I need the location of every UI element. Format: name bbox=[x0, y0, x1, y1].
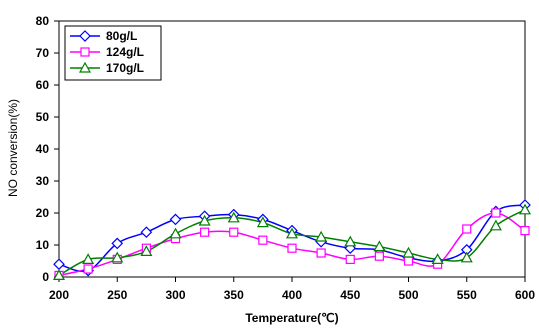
legend-label: 170g/L bbox=[106, 61, 144, 75]
legend-marker bbox=[78, 61, 92, 73]
data-point-2 bbox=[315, 230, 328, 242]
data-point-1 bbox=[520, 226, 530, 236]
data-point-1 bbox=[258, 235, 268, 245]
data-point-0 bbox=[169, 213, 182, 226]
data-point-0 bbox=[111, 237, 124, 250]
legend-marker bbox=[79, 30, 91, 42]
legend: 80g/L 124g/L 170g/L bbox=[64, 25, 162, 81]
y-tick-label: 50 bbox=[36, 110, 50, 124]
legend-marker bbox=[80, 47, 90, 57]
y-tick-label: 70 bbox=[36, 46, 50, 60]
data-point-2 bbox=[256, 216, 269, 228]
y-tick-label: 10 bbox=[36, 238, 50, 252]
data-point-2 bbox=[460, 251, 473, 263]
data-point-1 bbox=[374, 251, 384, 261]
y-tick-label: 40 bbox=[36, 142, 50, 156]
data-point-2 bbox=[489, 219, 502, 231]
axes: 0 10 20 30 40 50 60 70 80 200 250 300 350 400 450 500 55… bbox=[36, 14, 536, 302]
x-tick-label: 200 bbox=[49, 288, 69, 302]
data-point-1 bbox=[462, 224, 472, 234]
data-point-1 bbox=[229, 227, 239, 237]
y-tick-label: 0 bbox=[42, 270, 49, 284]
data-point-2 bbox=[140, 245, 153, 256]
y-tick-label: 20 bbox=[36, 206, 50, 220]
data-point-2 bbox=[285, 227, 299, 239]
x-tick-label: 550 bbox=[457, 288, 477, 302]
data-point-2 bbox=[82, 253, 95, 264]
data-point-2 bbox=[52, 269, 66, 280]
x-tick-label: 250 bbox=[107, 288, 127, 302]
series-layer bbox=[52, 199, 532, 280]
y-tick-label: 80 bbox=[36, 14, 50, 28]
data-point-1 bbox=[316, 248, 326, 258]
data-point-1 bbox=[403, 256, 414, 266]
data-point-2 bbox=[198, 214, 211, 226]
data-point-2 bbox=[111, 251, 124, 263]
data-point-2 bbox=[402, 246, 415, 258]
x-tick-label: 600 bbox=[515, 288, 535, 302]
x-tick-label: 450 bbox=[340, 288, 360, 302]
x-axis-title: Temperature(℃) bbox=[245, 311, 338, 325]
data-point-2 bbox=[431, 253, 444, 264]
data-point-2 bbox=[344, 235, 357, 247]
data-point-0 bbox=[140, 226, 153, 239]
data-point-1 bbox=[345, 254, 355, 264]
y-axis-title: NO conversion(%) bbox=[6, 99, 20, 197]
y-tick-label: 60 bbox=[36, 78, 50, 92]
legend-label: 80g/L bbox=[106, 29, 137, 43]
data-point-1 bbox=[491, 208, 501, 218]
data-point-1 bbox=[83, 264, 93, 274]
x-tick-label: 400 bbox=[282, 288, 302, 302]
data-point-1 bbox=[287, 243, 297, 253]
legend-label: 124g/L bbox=[106, 45, 144, 59]
y-tick-label: 30 bbox=[36, 174, 50, 188]
data-point-1 bbox=[200, 227, 210, 237]
x-tick-label: 350 bbox=[224, 288, 244, 302]
data-point-2 bbox=[169, 227, 182, 239]
data-point-2 bbox=[227, 211, 240, 223]
x-tick-label: 300 bbox=[165, 288, 185, 302]
data-point-2 bbox=[373, 240, 386, 252]
x-tick-label: 500 bbox=[398, 288, 418, 302]
data-point-2 bbox=[518, 203, 532, 215]
